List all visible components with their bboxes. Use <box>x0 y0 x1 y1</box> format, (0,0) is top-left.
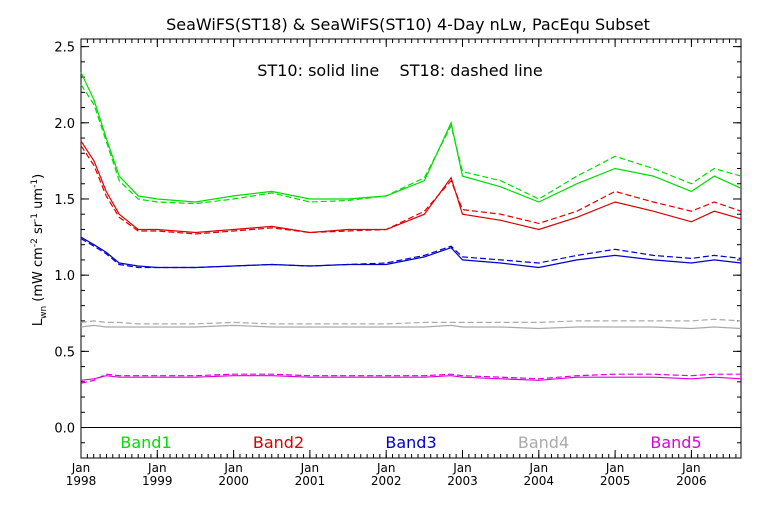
x-tick-month: Jan <box>452 461 472 475</box>
y-label-part: sr <box>31 221 46 238</box>
x-tick-year: 2001 <box>295 474 326 488</box>
plot-frame <box>80 38 742 459</box>
legend-band4: Band4 <box>518 433 569 452</box>
y-label-main: L <box>31 318 46 326</box>
x-tick-year: 2003 <box>447 474 478 488</box>
legend-band3: Band3 <box>385 433 436 452</box>
chart-title: SeaWiFS(ST18) & SeaWiFS(ST10) 4-Day nLw,… <box>166 15 650 34</box>
band1-st18-line <box>80 84 742 205</box>
y-label-sup: -2 <box>30 238 40 247</box>
x-tick-month: Jan <box>376 461 396 475</box>
chart-annotation: ST10: solid line ST18: dashed line <box>257 61 542 80</box>
band4-st18-line <box>80 318 742 325</box>
x-tick-year: 2000 <box>218 474 249 488</box>
x-tick-month: Jan <box>529 461 549 475</box>
x-tick-year: 2005 <box>600 474 631 488</box>
x-tick-month: Jan <box>300 461 320 475</box>
x-tick-year: 1998 <box>66 474 97 488</box>
y-axis-label: Lwn (mW cm-2 sr-1 um-1) <box>30 174 49 326</box>
y-axis-ticks: 0.0 0.5 1.0 1.5 2.0 2.5 <box>54 41 741 459</box>
y-tick-label: 0.0 <box>54 422 75 437</box>
band5-st10-line <box>80 375 742 381</box>
y-tick-label: 2.0 <box>54 117 75 132</box>
y-label-sup: -1 <box>30 213 40 222</box>
y-tick-label: 1.5 <box>54 193 75 208</box>
x-tick-year: 2006 <box>676 474 707 488</box>
band1-st10-line <box>80 72 742 203</box>
y-label-sub: wn <box>39 306 49 319</box>
y-label-part: (mW cm <box>31 247 46 306</box>
y-tick-label: 1.0 <box>54 269 75 284</box>
legend-band5: Band5 <box>650 433 701 452</box>
band5-st18-line <box>80 373 741 384</box>
band2-st10-line <box>80 140 742 234</box>
x-tick-month: Jan <box>681 461 701 475</box>
y-label-part: um <box>31 188 46 213</box>
x-tick-year: 2002 <box>371 474 402 488</box>
x-tick-year: 2004 <box>524 474 555 488</box>
x-tick-month: Jan <box>223 461 243 475</box>
y-label-part: ) <box>31 174 46 179</box>
x-tick-month: Jan <box>605 461 625 475</box>
legend-band1: Band1 <box>120 433 171 452</box>
band3-st10-line <box>80 236 742 269</box>
x-tick-month: Jan <box>147 461 167 475</box>
band3-st18-line <box>80 238 742 269</box>
y-label-sup: -1 <box>30 179 40 188</box>
x-tick-year: 1999 <box>142 474 173 488</box>
x-tick-month: Jan <box>71 461 91 475</box>
band4-st10-line <box>80 324 742 330</box>
series-lines <box>80 72 742 384</box>
band2-st18-line <box>80 145 742 235</box>
x-axis-ticks: Jan1998Jan1999Jan2000Jan2001Jan2002Jan20… <box>66 39 737 488</box>
legend: Band1 Band2 Band3 Band4 Band5 <box>120 433 701 452</box>
y-tick-label: 2.5 <box>54 41 75 56</box>
y-tick-label: 0.5 <box>54 345 75 360</box>
legend-band2: Band2 <box>253 433 304 452</box>
